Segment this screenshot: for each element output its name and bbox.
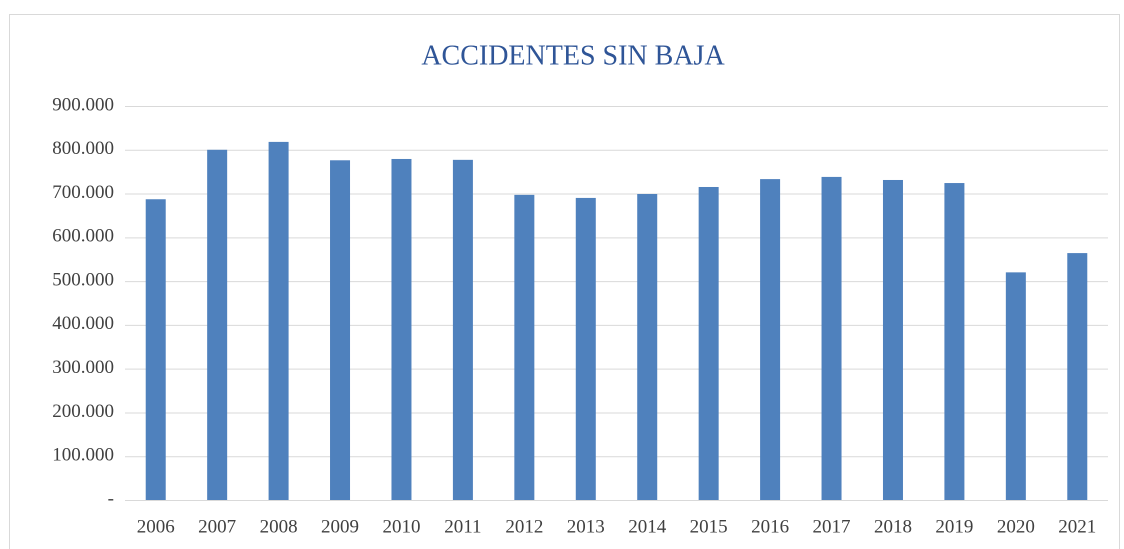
bar [575,197,596,500]
bar [944,183,965,500]
y-tick-label: - [108,488,114,509]
y-tick-label: 600.000 [52,226,114,247]
bar [514,194,535,500]
chart-title: ACCIDENTES SIN BAJA [421,40,725,71]
x-tick-label: 2010 [382,516,420,537]
x-tick-label: 2007 [198,516,236,537]
bar [268,141,289,501]
bar [698,186,719,500]
x-tick-label: 2018 [874,516,912,537]
x-tick-label: 2012 [505,516,543,537]
x-tick-label: 2021 [1058,516,1096,537]
x-tick-label: 2011 [444,516,481,537]
y-tick-label: 700.000 [52,182,114,203]
y-tick-label: 900.000 [52,94,114,115]
bar [391,158,412,500]
y-tick-label: 400.000 [52,313,114,334]
bar [882,179,903,501]
bar [637,193,658,500]
x-tick-label: 2020 [997,516,1035,537]
x-tick-label: 2015 [690,516,728,537]
x-tick-label: 2009 [321,516,359,537]
bar [207,149,228,500]
y-tick-label: 500.000 [52,269,114,290]
bar [145,199,166,500]
x-tick-label: 2019 [935,516,973,537]
bar [1067,253,1088,500]
bar [1005,272,1026,500]
x-tick-label: 2013 [567,516,605,537]
y-tick-label: 100.000 [52,445,114,466]
bar [330,160,351,501]
x-tick-label: 2017 [813,516,851,537]
x-tick-label: 2008 [260,516,298,537]
bar [760,179,781,500]
bar [452,159,473,500]
y-tick-label: 800.000 [52,138,114,159]
x-tick-label: 2014 [628,516,667,537]
x-tick-label: 2006 [137,516,175,537]
bar [821,176,842,501]
y-tick-label: 200.000 [52,401,114,422]
y-tick-label: 300.000 [52,357,114,378]
x-tick-label: 2016 [751,516,789,537]
